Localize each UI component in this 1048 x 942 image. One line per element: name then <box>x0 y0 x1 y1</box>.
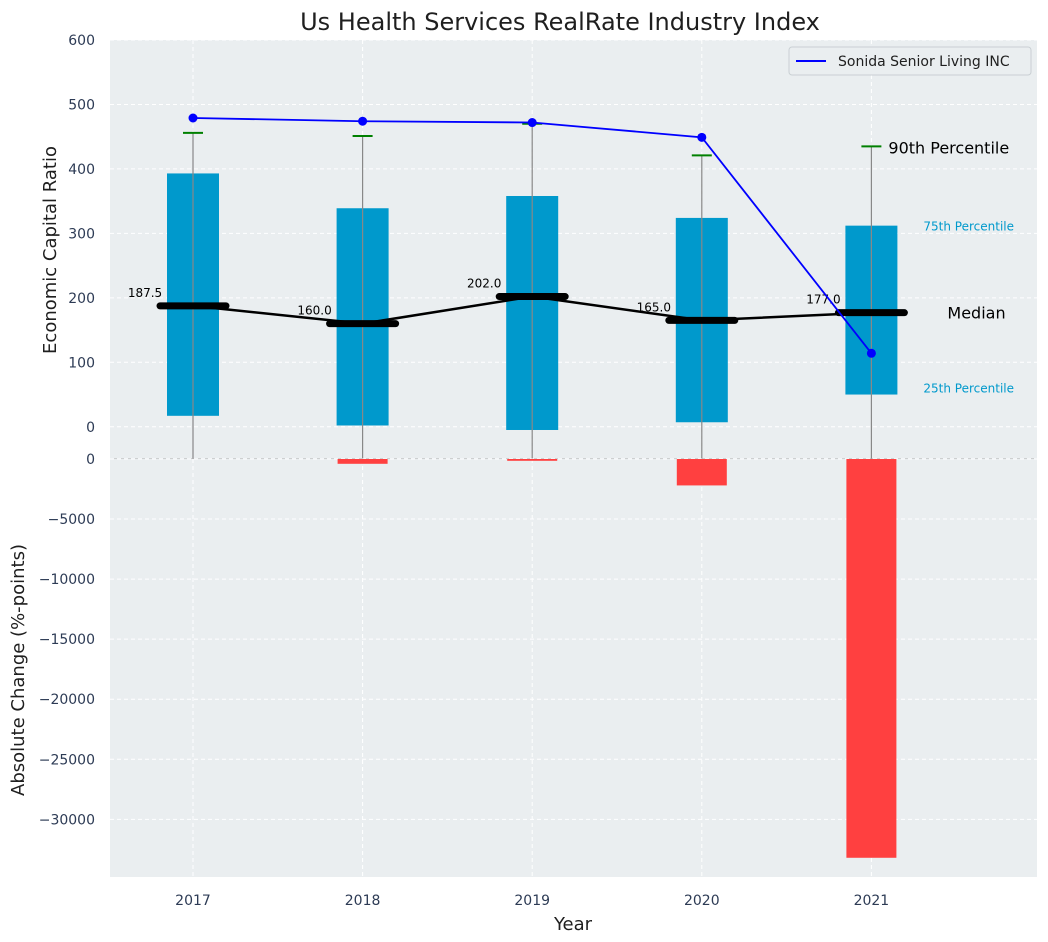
bottom-plot-background <box>110 459 1037 877</box>
bottom-y-ticks: 0 −5000 −10000 −15000 −20000 −25000 −30000 <box>39 452 95 828</box>
top-y-ticks: 0 100 200 300 400 500 600 <box>68 33 95 436</box>
y-tick-label: 500 <box>68 97 95 113</box>
company-point-2018 <box>358 116 368 126</box>
legend-box <box>788 46 1032 76</box>
y-tick-label: −25000 <box>39 752 95 768</box>
change-bar-2021 <box>846 459 897 858</box>
y-axis-label-top: Economic Capital Ratio <box>40 146 61 354</box>
y-tick-label: 0 <box>86 420 95 436</box>
change-bar-2020 <box>676 459 727 486</box>
x-ticks: 2017 2018 2019 2020 2021 <box>175 893 889 909</box>
legend: Sonida Senior Living INC <box>788 46 1032 76</box>
y-tick-label: 400 <box>68 162 95 178</box>
annotation-75th-percentile: 75th Percentile <box>923 220 1014 234</box>
annotation-90th-percentile: 90th Percentile <box>888 138 1009 157</box>
percentile-annotations: 90th Percentile 75th Percentile Median 2… <box>888 138 1014 395</box>
median-label-2017: 187.5 <box>128 286 162 300</box>
top-plot-background <box>110 40 1037 459</box>
y-tick-label: 200 <box>68 291 95 307</box>
top-panel: 0 100 200 300 400 500 600 187.5 160.0 202.0 165.0… <box>68 33 1037 460</box>
y-tick-label: −10000 <box>39 572 95 588</box>
y-tick-label: 600 <box>68 33 95 49</box>
median-label-2019: 202.0 <box>467 277 501 291</box>
y-tick-label: −5000 <box>48 512 95 528</box>
median-label-2020: 165.0 <box>637 300 671 314</box>
y-tick-label: −15000 <box>39 632 95 648</box>
y-tick-label: 300 <box>68 226 95 242</box>
company-point-2019 <box>527 118 537 128</box>
chart-title: Us Health Services RealRate Industry Ind… <box>300 8 820 36</box>
y-tick-label: −20000 <box>39 692 95 708</box>
annotation-median: Median <box>947 304 1005 323</box>
x-axis-label: Year <box>553 914 593 935</box>
change-bar-2019 <box>507 459 558 461</box>
median-layer: 187.5 160.0 202.0 165.0 177.0 <box>128 277 908 328</box>
company-point-2017 <box>188 113 198 123</box>
legend-label: Sonida Senior Living INC <box>838 54 1010 70</box>
company-point-2021 <box>866 348 876 358</box>
y-tick-label: −30000 <box>39 812 95 828</box>
annotation-25th-percentile: 25th Percentile <box>923 382 1014 396</box>
change-bars <box>337 459 897 858</box>
x-tick-label: 2018 <box>345 893 381 909</box>
x-tick-label: 2020 <box>684 893 720 909</box>
company-layer <box>188 113 876 358</box>
company-point-2020 <box>697 132 707 142</box>
bottom-panel: 0 −5000 −10000 −15000 −20000 −25000 −30000 201… <box>39 452 1037 909</box>
y-tick-label: 0 <box>86 452 95 468</box>
median-label-2021: 177.0 <box>806 293 840 307</box>
x-tick-label: 2019 <box>514 893 550 909</box>
median-label-2018: 160.0 <box>297 304 331 318</box>
change-bar-2018 <box>337 459 388 464</box>
y-tick-label: 100 <box>68 355 95 371</box>
x-tick-label: 2017 <box>175 893 211 909</box>
top-grid <box>110 39 1037 459</box>
x-tick-label: 2021 <box>854 893 890 909</box>
y-axis-label-bottom: Absolute Change (%-points) <box>8 544 29 796</box>
